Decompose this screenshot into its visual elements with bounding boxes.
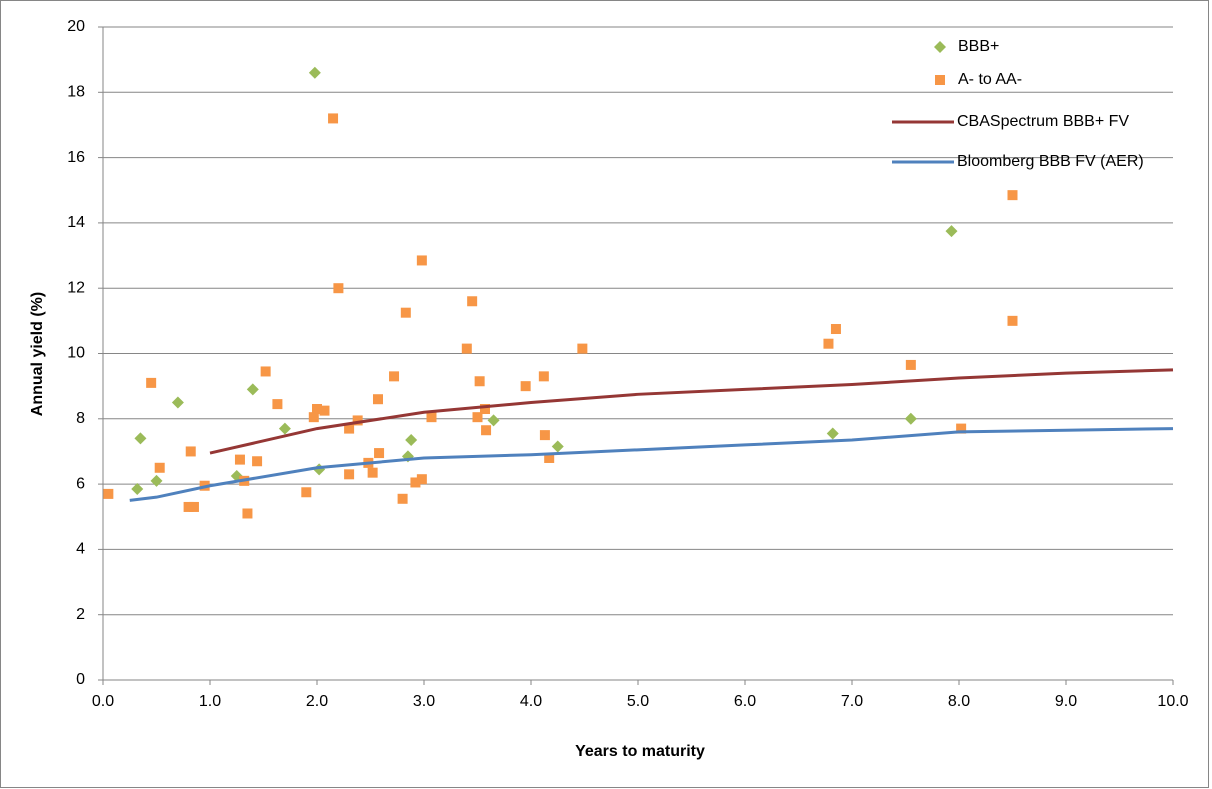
data-point bbox=[389, 371, 400, 382]
data-point bbox=[830, 324, 841, 335]
data-point bbox=[904, 412, 917, 425]
data-point bbox=[185, 446, 196, 457]
data-point bbox=[520, 381, 531, 392]
data-point bbox=[551, 440, 564, 453]
legend-swatch bbox=[934, 41, 946, 53]
data-point bbox=[467, 296, 478, 307]
data-point bbox=[472, 412, 483, 423]
legend-label: Bloomberg BBB FV (AER) bbox=[957, 153, 1144, 170]
data-point bbox=[252, 456, 263, 467]
data-point bbox=[487, 414, 500, 427]
data-point bbox=[308, 412, 319, 423]
data-point bbox=[131, 482, 144, 495]
x-tick-label: 4.0 bbox=[520, 693, 542, 710]
data-point bbox=[577, 343, 588, 354]
x-tick-label: 0.0 bbox=[92, 693, 114, 710]
x-tick-label: 3.0 bbox=[413, 693, 435, 710]
data-point bbox=[481, 425, 492, 436]
legend-label: A- to AA- bbox=[958, 71, 1022, 88]
data-point bbox=[426, 412, 437, 423]
data-point bbox=[416, 474, 427, 485]
data-point bbox=[150, 474, 163, 487]
data-point bbox=[272, 399, 283, 410]
y-tick-label: 12 bbox=[67, 279, 85, 296]
y-tick-label: 18 bbox=[67, 84, 85, 101]
data-point bbox=[461, 343, 472, 354]
data-point bbox=[826, 427, 839, 440]
data-point bbox=[333, 283, 344, 294]
line-series bbox=[129, 427, 1174, 502]
data-point bbox=[319, 405, 330, 416]
x-tick-label: 2.0 bbox=[306, 693, 328, 710]
data-point bbox=[945, 225, 958, 238]
y-tick-label: 0 bbox=[76, 671, 85, 688]
data-point bbox=[416, 255, 427, 266]
data-point bbox=[278, 422, 291, 435]
data-point bbox=[400, 307, 411, 318]
data-point bbox=[823, 338, 834, 349]
data-point bbox=[242, 508, 253, 519]
x-tick-label: 5.0 bbox=[627, 693, 649, 710]
data-point bbox=[312, 404, 322, 415]
data-point bbox=[246, 383, 259, 396]
data-point bbox=[410, 477, 421, 488]
x-tick-label: 8.0 bbox=[948, 693, 970, 710]
y-tick-label: 8 bbox=[76, 410, 85, 427]
x-tick-label: 6.0 bbox=[734, 693, 756, 710]
legend-label: CBASpectrum BBB+ FV bbox=[957, 113, 1129, 130]
x-tick-label: 10.0 bbox=[1157, 693, 1188, 710]
y-tick-label: 14 bbox=[67, 214, 85, 231]
data-point bbox=[344, 423, 355, 434]
y-tick-label: 4 bbox=[76, 541, 85, 558]
y-tick-label: 10 bbox=[67, 345, 85, 362]
x-tick-label: 1.0 bbox=[199, 693, 221, 710]
legend-label: BBB+ bbox=[958, 38, 999, 55]
data-point bbox=[397, 493, 408, 504]
data-point bbox=[474, 376, 485, 387]
data-point bbox=[188, 501, 199, 512]
y-tick-label: 20 bbox=[67, 18, 85, 35]
data-point bbox=[1007, 315, 1018, 326]
data-point bbox=[538, 371, 549, 382]
y-axis-title: Annual yield (%) bbox=[29, 292, 46, 416]
y-tick-label: 2 bbox=[76, 606, 85, 623]
data-point bbox=[344, 469, 355, 480]
data-point bbox=[405, 434, 418, 447]
data-point bbox=[183, 501, 194, 512]
data-point bbox=[146, 377, 157, 388]
data-point bbox=[1007, 190, 1018, 201]
data-point bbox=[544, 452, 555, 463]
data-point bbox=[328, 113, 339, 124]
data-point bbox=[171, 396, 184, 409]
legend-swatch bbox=[935, 75, 945, 85]
line-series bbox=[209, 368, 1174, 455]
data-point bbox=[134, 432, 147, 445]
data-point bbox=[260, 366, 271, 377]
y-tick-label: 6 bbox=[76, 475, 85, 492]
data-point bbox=[956, 423, 967, 434]
data-point bbox=[479, 404, 490, 415]
data-point bbox=[539, 430, 550, 441]
data-point bbox=[367, 467, 378, 478]
y-tick-label: 16 bbox=[67, 149, 85, 166]
data-point bbox=[234, 454, 245, 465]
x-tick-label: 9.0 bbox=[1055, 693, 1077, 710]
data-point bbox=[308, 66, 321, 79]
x-tick-label: 7.0 bbox=[841, 693, 863, 710]
data-point bbox=[374, 448, 385, 459]
data-point bbox=[352, 415, 363, 426]
data-point bbox=[301, 487, 312, 498]
data-point bbox=[103, 488, 114, 499]
data-point bbox=[905, 359, 916, 370]
x-axis-title: Years to maturity bbox=[575, 743, 705, 760]
data-point bbox=[154, 462, 165, 473]
data-point bbox=[372, 394, 383, 405]
